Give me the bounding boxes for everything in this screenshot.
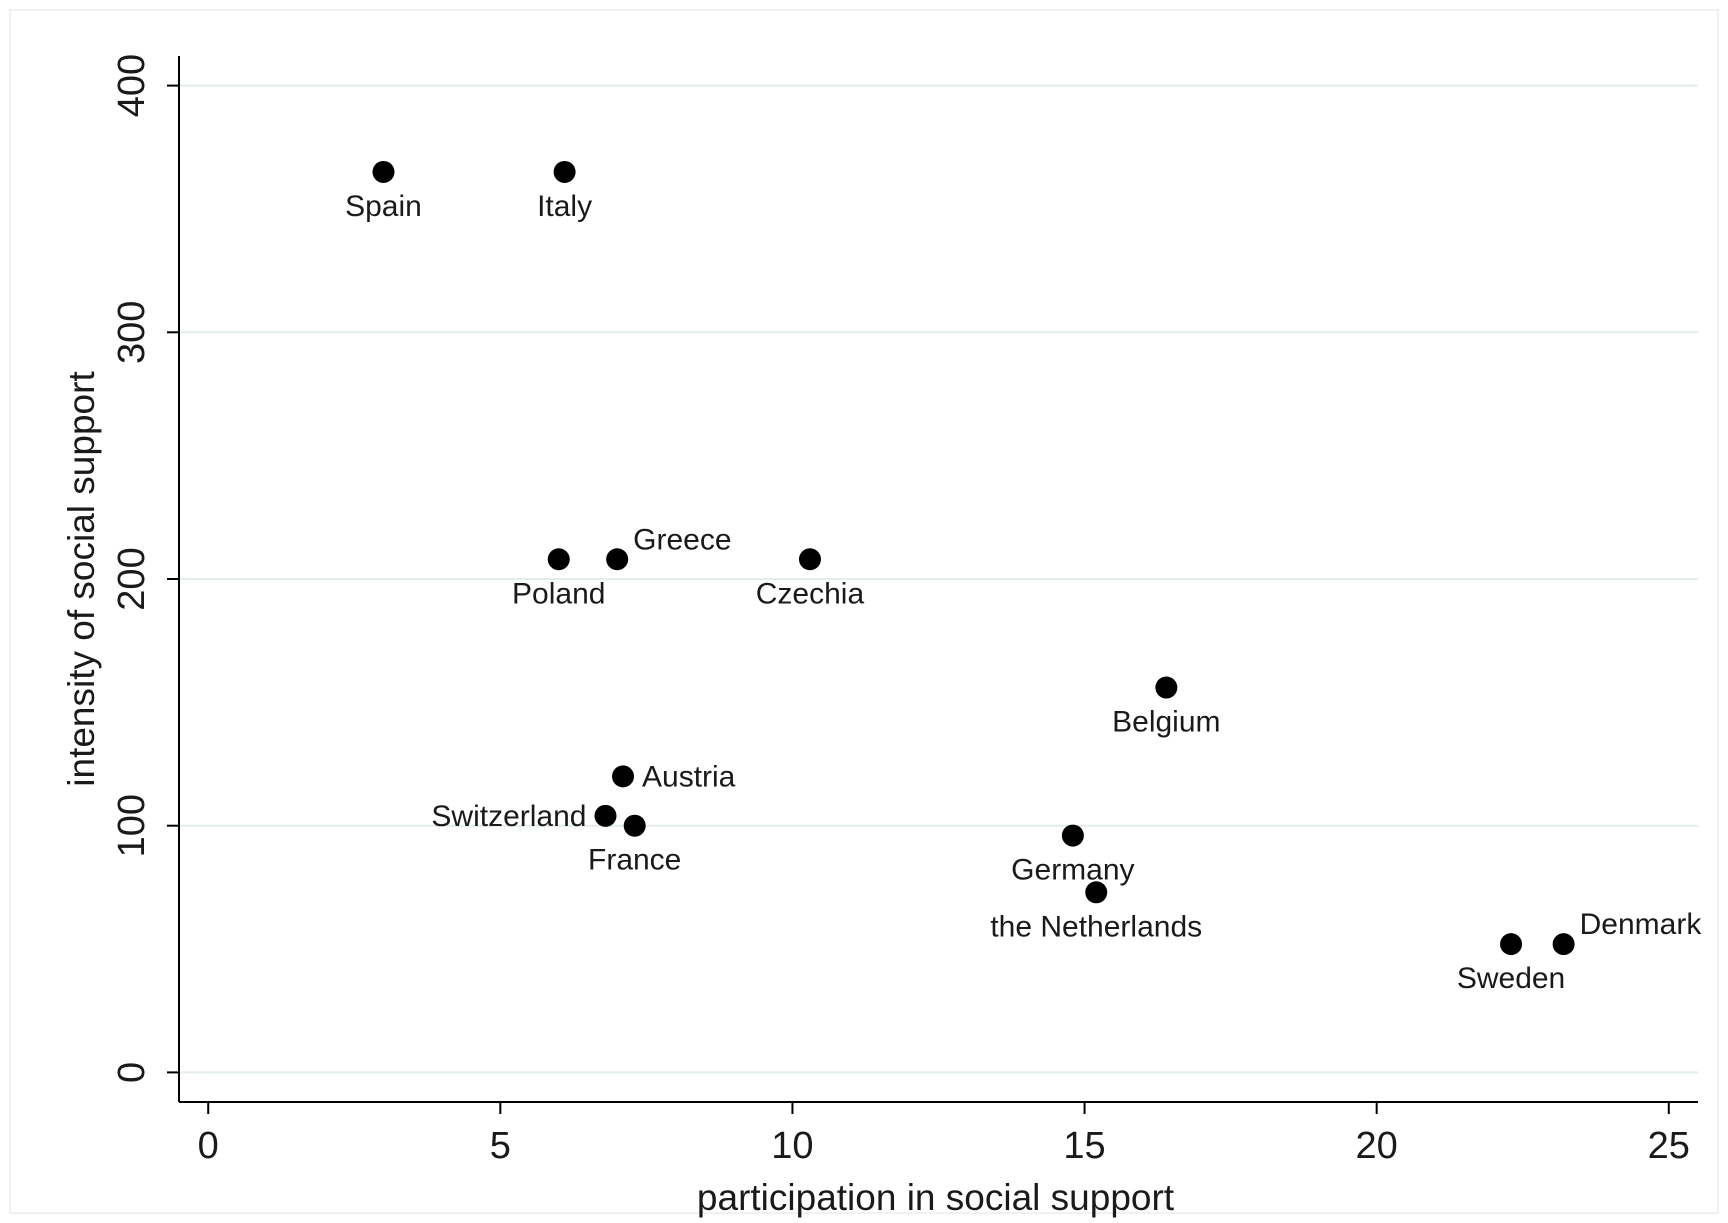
point-label: Spain (345, 190, 422, 223)
data-point (1552, 933, 1575, 956)
x-tick-label: 15 (1063, 1125, 1105, 1167)
point-label: Italy (537, 190, 592, 223)
grid-lines (179, 84, 1698, 1074)
x-tick-label: 20 (1356, 1125, 1398, 1167)
x-tick-label: 5 (490, 1125, 511, 1167)
data-point (372, 160, 395, 183)
x-tick-label: 10 (771, 1125, 813, 1167)
data-point (547, 548, 570, 571)
x-tick-label: 25 (1648, 1125, 1690, 1167)
point-label: Germany (1011, 854, 1134, 887)
point-label: France (588, 844, 681, 877)
chart-frame (9, 9, 1719, 1214)
point-label: Switzerland (431, 800, 586, 833)
point-label: Greece (633, 523, 731, 556)
data-point (612, 765, 635, 788)
axis-titles: participation in social support intensit… (61, 371, 1175, 1218)
y-tick-label: 0 (111, 1062, 153, 1083)
data-point (623, 814, 646, 837)
point-label: Czechia (756, 577, 865, 610)
point-label: Austria (642, 760, 736, 793)
data-point (1085, 881, 1108, 904)
y-axis-title: intensity of social support (61, 371, 102, 787)
ticks: 0 100 200 300 400 0 5 10 15 20 25 (111, 54, 1690, 1167)
data-point (606, 548, 629, 571)
y-tick-label: 400 (111, 54, 153, 117)
data-point (553, 160, 576, 183)
y-tick-label: 200 (111, 547, 153, 610)
point-label: Belgium (1112, 706, 1220, 739)
data-point (594, 804, 617, 827)
y-tick-label: 100 (111, 794, 153, 857)
data-point (1061, 824, 1084, 847)
x-tick-label: 0 (198, 1125, 219, 1167)
data-point (798, 548, 821, 571)
point-label: Poland (512, 577, 605, 610)
data-points: Spain Italy Poland Greece Czechia Belgium Aust… (345, 160, 1703, 995)
y-tick-label: 300 (111, 301, 153, 364)
data-point (1500, 933, 1523, 956)
data-point (1155, 676, 1178, 699)
point-label: Denmark (1580, 908, 1703, 941)
point-label: the Netherlands (990, 910, 1202, 943)
point-label: Sweden (1457, 962, 1565, 995)
x-axis-title: participation in social support (697, 1177, 1175, 1218)
